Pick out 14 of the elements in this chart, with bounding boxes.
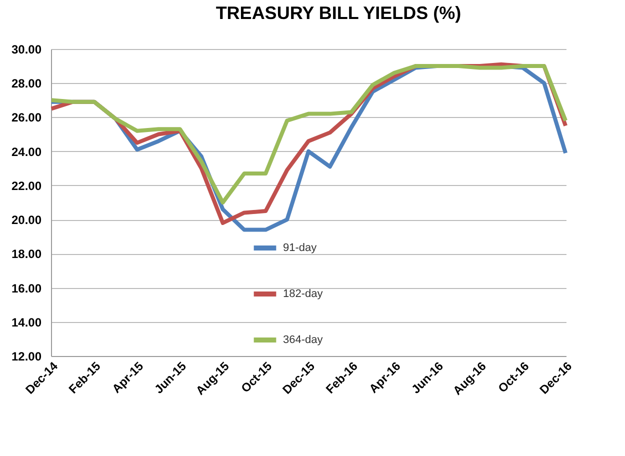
- y-tick-label: 26.00: [11, 110, 42, 125]
- y-tick-label: 22.00: [11, 178, 42, 193]
- y-tick-label: 28.00: [11, 76, 42, 91]
- chart-title: TREASURY BILL YIELDS (%): [216, 3, 462, 23]
- legend-label: 364-day: [283, 334, 324, 346]
- legend-label: 91-day: [283, 242, 318, 254]
- y-tick-label: 16.00: [11, 281, 42, 296]
- legend-label: 182-day: [283, 288, 324, 300]
- y-tick-label: 24.00: [11, 144, 42, 159]
- y-tick-label: 20.00: [11, 213, 42, 228]
- y-tick-label: 14.00: [11, 315, 42, 330]
- y-tick-label: 30.00: [11, 42, 42, 56]
- y-tick-label: 18.00: [11, 247, 42, 262]
- y-tick-label: 12.00: [11, 350, 42, 364]
